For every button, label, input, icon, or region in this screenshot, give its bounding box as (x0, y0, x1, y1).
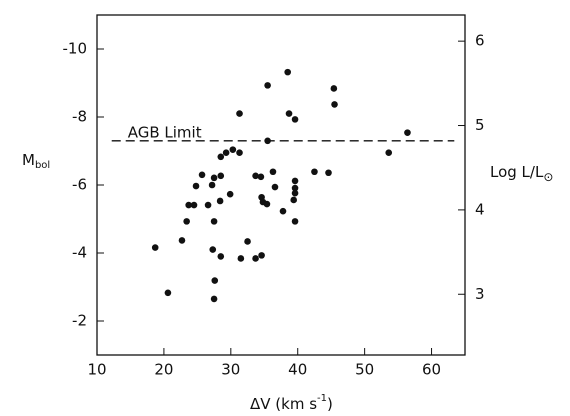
point (208, 181, 216, 189)
point (236, 149, 243, 156)
y-axis-label: Mbol (22, 151, 50, 172)
y2-tick-label: 4 (475, 200, 485, 218)
point (217, 172, 225, 180)
point (291, 189, 299, 197)
point (210, 295, 218, 303)
annotation: AGB Limit (128, 123, 202, 141)
point (325, 169, 332, 177)
point (178, 237, 186, 244)
point (290, 196, 298, 204)
y2-tick-label: 5 (475, 116, 485, 134)
point (222, 149, 230, 156)
point (226, 190, 234, 198)
point (311, 168, 318, 176)
point (185, 201, 192, 209)
point (209, 246, 217, 253)
point (217, 153, 225, 161)
point (284, 68, 291, 76)
point (164, 289, 172, 297)
point (385, 149, 393, 156)
point (211, 277, 219, 284)
y-tick-label: -2 (72, 312, 87, 330)
x-tick-label: 50 (355, 361, 374, 379)
y2-label-main: Log L/L (490, 163, 544, 181)
point (237, 255, 245, 262)
point (291, 116, 299, 123)
x-label-main: ΔV (km s (250, 395, 317, 413)
y2-tick-label: 3 (475, 285, 485, 303)
point (330, 85, 338, 92)
x-tick-label: 10 (87, 361, 106, 379)
point (151, 244, 159, 251)
point (269, 168, 277, 176)
y-tick-label: -8 (72, 108, 87, 126)
x-tick-label: 30 (221, 361, 240, 379)
x-label-end: ) (327, 395, 333, 413)
x-tick-label: 60 (422, 361, 441, 379)
point (264, 137, 271, 145)
point (190, 201, 198, 209)
x-tick-label: 20 (154, 361, 173, 379)
point (271, 183, 279, 191)
point (204, 201, 212, 209)
point (291, 177, 299, 185)
y2-axis-label: Log L/L⊙ (490, 163, 553, 184)
point (258, 252, 265, 259)
x-axis-label: ΔV (km s-1) (250, 393, 333, 413)
point (285, 110, 293, 117)
y-tick-label: -4 (72, 244, 87, 262)
y-label-sub: bol (35, 160, 50, 171)
y2-tick-label: 6 (475, 32, 485, 50)
x-tick-label: 40 (288, 361, 307, 379)
x-label-sup: -1 (317, 393, 327, 404)
point (210, 174, 218, 182)
point (291, 184, 299, 192)
point (252, 255, 259, 262)
y-tick-label: -6 (72, 176, 87, 194)
plot-frame (96, 14, 466, 356)
point (217, 253, 225, 260)
point (404, 129, 411, 136)
point (229, 146, 237, 153)
point (192, 182, 200, 190)
y-tick-label: -10 (63, 40, 88, 58)
point (263, 200, 271, 208)
point (257, 173, 265, 181)
point (210, 218, 218, 225)
point (236, 110, 243, 117)
point (331, 101, 338, 108)
point (183, 218, 190, 225)
y-label-main: M (22, 151, 35, 169)
point (252, 172, 259, 180)
point (216, 197, 224, 205)
point (264, 82, 271, 89)
point (198, 171, 206, 179)
y2-label-sub: ⊙ (543, 170, 553, 184)
point (244, 238, 251, 245)
point (291, 218, 299, 225)
point (279, 207, 287, 215)
